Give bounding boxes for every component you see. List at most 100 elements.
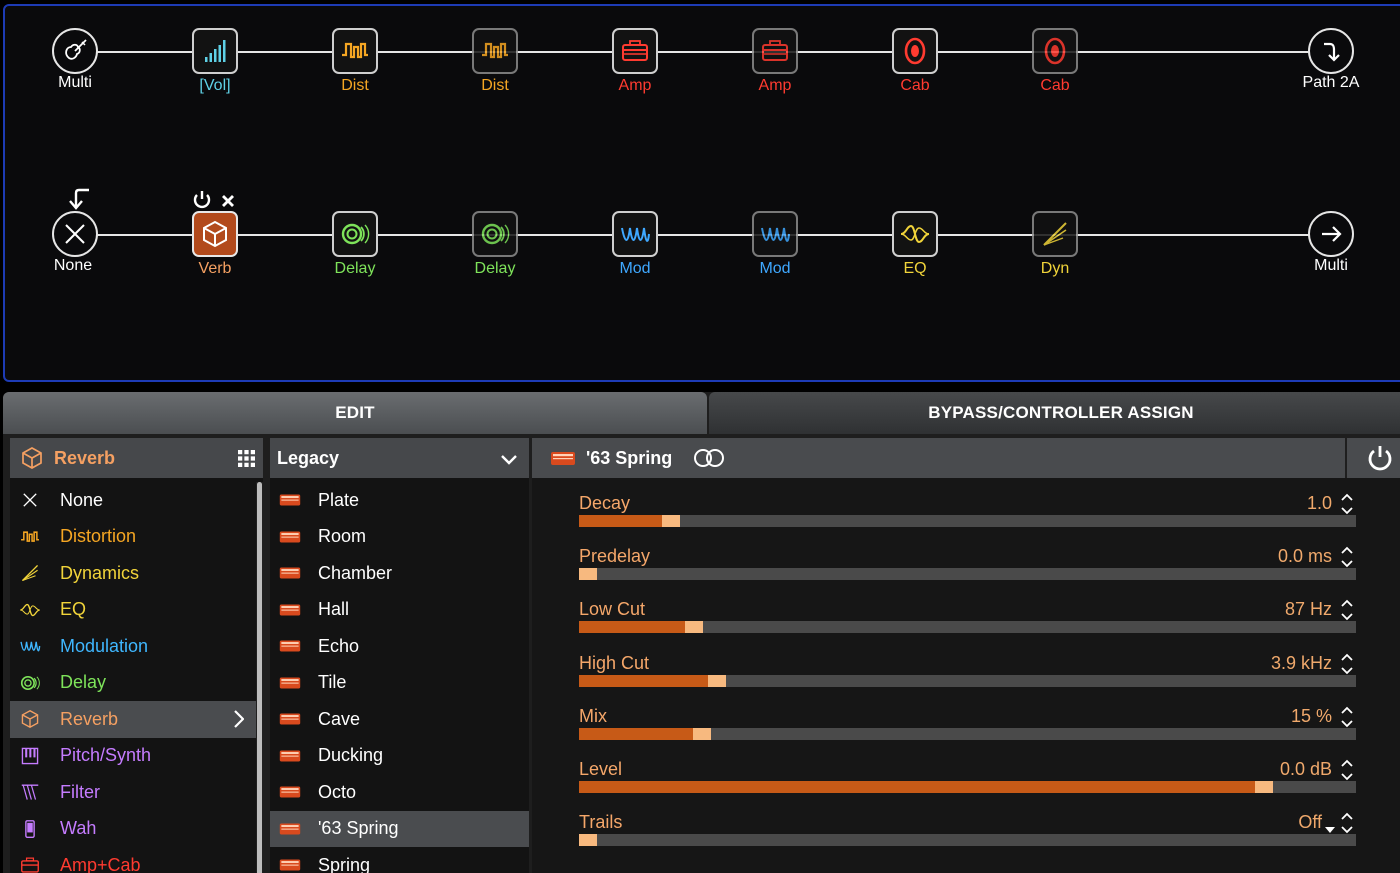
guitar-input-icon — [65, 39, 87, 60]
category-item-filter[interactable]: Filter — [10, 774, 256, 811]
model-item[interactable]: '63 Spring — [270, 810, 529, 847]
block-delete-icon[interactable] — [220, 193, 236, 209]
stereo-link-icon[interactable] — [692, 448, 726, 468]
model-item[interactable]: Ducking — [270, 738, 529, 775]
output-multi-node[interactable] — [1308, 211, 1354, 257]
slider-handle[interactable] — [708, 674, 726, 687]
output-label: Multi — [1314, 257, 1348, 274]
parameter-panel: '63 Spring Decay 1.0 Pre — [532, 438, 1400, 873]
input-multi-node[interactable] — [52, 28, 98, 74]
block-delay-row2-3[interactable] — [472, 211, 518, 257]
block-label: EQ — [903, 260, 927, 277]
value-stepper[interactable] — [1340, 811, 1354, 835]
output-label: Path 2A — [1302, 74, 1360, 91]
eq-icon — [18, 598, 42, 622]
param-value[interactable]: 3.9 kHz — [1270, 652, 1332, 673]
category-label: Filter — [60, 781, 100, 802]
block-delay-row2-2[interactable] — [332, 211, 378, 257]
model-item[interactable]: Echo — [270, 628, 529, 665]
param-slider[interactable] — [579, 621, 1356, 634]
signal-path-2 — [75, 234, 1331, 236]
category-item-eq[interactable]: EQ — [10, 592, 256, 629]
category-item-dynamics[interactable]: Dynamics — [10, 555, 256, 592]
param-slider[interactable] — [579, 727, 1356, 740]
block-vol-row1-1[interactable] — [192, 28, 238, 74]
block-verb-row2-1[interactable] — [192, 211, 238, 257]
category-item-distortion[interactable]: Distortion — [10, 519, 256, 556]
block-dist-row1-2[interactable] — [332, 28, 378, 74]
block-label: Amp — [758, 77, 792, 94]
block-amp-row1-4[interactable] — [612, 28, 658, 74]
power-button[interactable] — [1345, 438, 1400, 478]
value-stepper[interactable] — [1340, 492, 1354, 516]
block-mod-row2-4[interactable] — [612, 211, 658, 257]
param-slider[interactable] — [579, 674, 1356, 687]
value-stepper[interactable] — [1340, 598, 1354, 622]
param-slider[interactable] — [579, 781, 1356, 793]
category-item-none[interactable]: None — [10, 482, 256, 519]
value-stepper[interactable] — [1340, 705, 1354, 729]
category-item-wah[interactable]: Wah — [10, 811, 256, 848]
slider-handle[interactable] — [579, 568, 597, 581]
model-item[interactable]: Cave — [270, 701, 529, 738]
output-path-2a-node[interactable] — [1308, 28, 1354, 74]
param-value[interactable]: 0.0 dB — [1279, 759, 1332, 779]
model-item[interactable]: Plate — [270, 482, 529, 519]
model-collection-dropdown[interactable]: Legacy — [270, 438, 529, 478]
block-label: [Vol] — [199, 77, 231, 94]
scroll-thumb[interactable] — [257, 482, 262, 873]
category-item-reverb[interactable]: Reverb — [10, 701, 256, 738]
model-item[interactable]: Hall — [270, 592, 529, 629]
editor-panel: EDIT BYPASS/CONTROLLER ASSIGN Reverb Non… — [3, 392, 1400, 873]
block-amp-row1-5[interactable] — [752, 28, 798, 74]
param-value[interactable]: 87 Hz — [1284, 599, 1332, 620]
model-item[interactable]: Octo — [270, 774, 529, 811]
arrow-right-icon — [1322, 226, 1342, 242]
model-label: '63 Spring — [318, 818, 399, 839]
param-value[interactable]: 0.0 ms — [1277, 546, 1332, 567]
category-item-modulation[interactable]: Modulation — [10, 628, 256, 665]
slider-handle[interactable] — [1255, 781, 1273, 793]
slider-handle[interactable] — [579, 834, 597, 847]
block-cab-row1-6[interactable] — [892, 28, 938, 74]
model-item[interactable]: Spring — [270, 847, 529, 873]
filter-icon — [18, 780, 42, 804]
param-value[interactable]: Off — [1298, 812, 1322, 833]
value-stepper[interactable] — [1340, 545, 1354, 569]
reverb-model-icon — [276, 817, 304, 841]
slider-handle[interactable] — [685, 621, 703, 634]
block-cab-row1-7[interactable] — [1032, 28, 1078, 74]
param-slider[interactable] — [579, 834, 1356, 847]
param-slider[interactable] — [579, 515, 1356, 527]
chevron-down-icon — [501, 449, 517, 470]
merge-arrow-icon — [69, 188, 89, 210]
block-mod-row2-5[interactable] — [752, 211, 798, 257]
tab-bypass-controller-assign[interactable]: BYPASS/CONTROLLER ASSIGN — [709, 392, 1400, 434]
slider-handle[interactable] — [662, 515, 680, 527]
param-label: Mix — [579, 705, 607, 726]
category-item-delay[interactable]: Delay — [10, 665, 256, 702]
model-item[interactable]: Tile — [270, 665, 529, 702]
value-stepper[interactable] — [1340, 652, 1354, 676]
slider-handle[interactable] — [693, 727, 711, 740]
tab-edit[interactable]: EDIT — [3, 392, 707, 434]
block-bypass-icon[interactable] — [191, 189, 213, 211]
model-item[interactable]: Chamber — [270, 555, 529, 592]
param-value[interactable]: 15 % — [1290, 705, 1332, 726]
param-slider[interactable] — [579, 568, 1356, 581]
block-dyn-row2-7[interactable] — [1032, 211, 1078, 257]
block-dist-row1-3[interactable] — [472, 28, 518, 74]
block-eq-row2-6[interactable] — [892, 211, 938, 257]
model-label: Chamber — [318, 562, 393, 583]
value-stepper[interactable] — [1340, 758, 1354, 782]
category-item-pitch-synth[interactable]: Pitch/Synth — [10, 738, 256, 775]
reverb-model-icon — [276, 488, 304, 512]
input-none-node[interactable] — [52, 211, 98, 257]
category-scrollbar[interactable] — [256, 482, 263, 873]
category-item-amp-cab[interactable]: Amp+Cab — [10, 847, 256, 873]
category-header[interactable]: Reverb — [10, 438, 263, 478]
param-value[interactable]: 1.0 — [1306, 493, 1332, 513]
grid-view-icon[interactable] — [238, 450, 255, 472]
block-label: Delay — [334, 260, 376, 277]
model-item[interactable]: Room — [270, 519, 529, 556]
